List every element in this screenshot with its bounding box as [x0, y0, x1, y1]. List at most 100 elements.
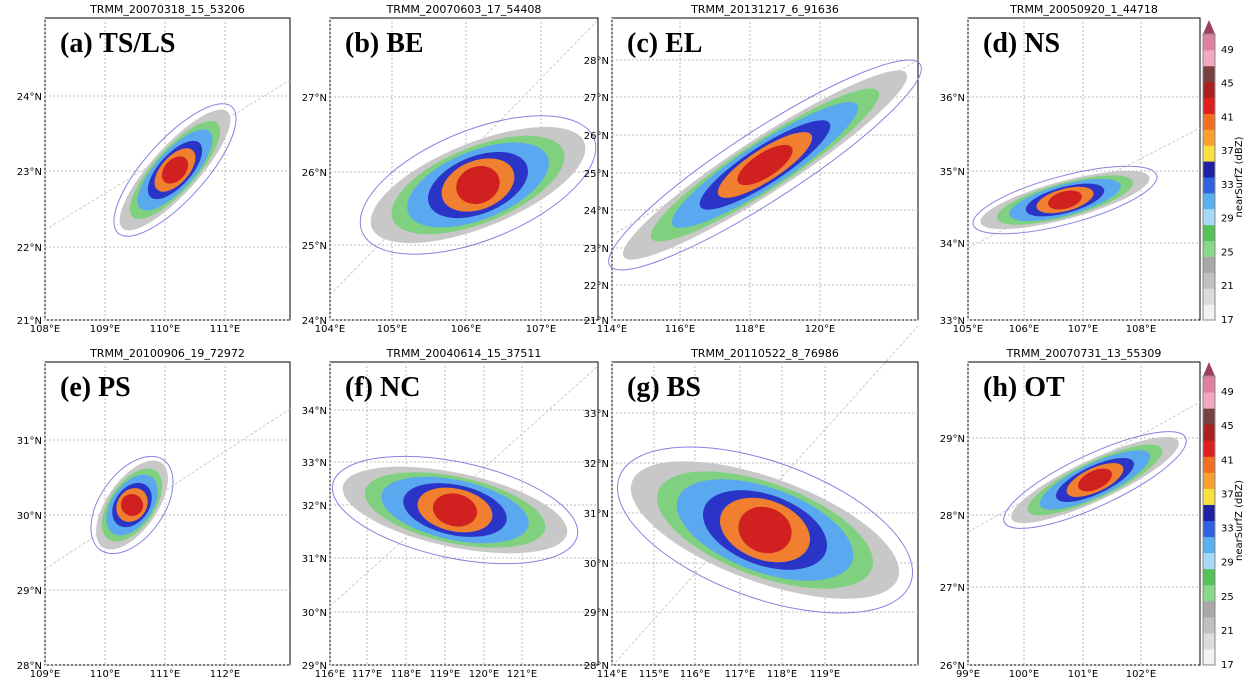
- x-tick-label: 117°E: [352, 669, 382, 680]
- fit-ellipse: [1003, 431, 1187, 529]
- y-tick-label: 24°N: [302, 316, 327, 327]
- x-tick-label: 106°E: [1009, 324, 1039, 335]
- y-tick-label: 33°N: [302, 458, 327, 469]
- panel-title: TRMM_20131217_6_91636: [690, 3, 839, 16]
- colorbar-frame: [1202, 33, 1216, 321]
- swath-edge: [44, 408, 291, 570]
- colorbar-tick-label: 25: [1221, 247, 1234, 258]
- x-tick-label: 118°E: [391, 669, 421, 680]
- x-tick-label: 101°E: [1068, 669, 1098, 680]
- colorbar-tick-label: 49: [1221, 45, 1234, 56]
- y-tick-label: 22°N: [584, 281, 609, 292]
- colorbar-tick-label: 49: [1221, 387, 1234, 398]
- y-tick-label: 34°N: [940, 239, 965, 250]
- fit-ellipse: [359, 115, 597, 255]
- colorbar-tick-label: 37: [1221, 489, 1234, 500]
- colorbar-bin: [1203, 49, 1215, 67]
- colorbar-tick-label: 21: [1221, 626, 1234, 637]
- colorbar-tick-label: 21: [1221, 281, 1234, 292]
- panel-title: TRMM_20100906_19_72972: [89, 347, 245, 360]
- y-tick-label: 27°N: [584, 93, 609, 104]
- colorbar-bin: [1203, 472, 1215, 489]
- y-tick-label: 29°N: [302, 661, 327, 672]
- y-tick-label: 30°N: [584, 559, 609, 570]
- panel-label: (d) NS: [983, 28, 1060, 59]
- colorbar-bin: [1203, 161, 1215, 178]
- x-tick-label: 116°E: [315, 669, 345, 680]
- y-tick-label: 25°N: [584, 169, 609, 180]
- panel-label: (f) NC: [345, 372, 420, 403]
- colorbar-tick-label: 29: [1221, 214, 1234, 225]
- y-tick-label: 31°N: [584, 509, 609, 520]
- y-tick-label: 28°N: [940, 511, 965, 522]
- fit-ellipse: [608, 59, 922, 271]
- echo-area: [737, 144, 793, 186]
- y-tick-label: 23°N: [17, 167, 42, 178]
- colorbar-label: nearSurfZ (dBZ): [1234, 136, 1245, 217]
- swath-edge: [611, 325, 919, 667]
- map-panel: 105°E 106°E 107°E 108°E 33°N 34°N 35°N 36°N TRMM…: [940, 3, 1201, 335]
- x-tick-label: 110°E: [150, 324, 180, 335]
- x-tick-label: 118°E: [767, 669, 797, 680]
- y-tick-label: 22°N: [17, 243, 42, 254]
- colorbar-tick-label: 29: [1221, 558, 1234, 569]
- y-tick-label: 27°N: [940, 583, 965, 594]
- colorbar-bin: [1203, 304, 1215, 321]
- y-tick-label: 34°N: [302, 406, 327, 417]
- colorbar-tick-label: 45: [1221, 79, 1234, 90]
- colorbar-frame: [1202, 375, 1216, 666]
- panel-label: (h) OT: [983, 372, 1065, 403]
- colorbar-bin: [1203, 616, 1215, 634]
- colorbar-bin: [1203, 488, 1215, 505]
- colorbar-bin: [1203, 145, 1215, 162]
- colorbar-tick-label: 45: [1221, 421, 1234, 432]
- panel-label: (a) TS/LS: [60, 28, 175, 59]
- colorbar: 17 21 25 29 33 37 41 45 49 nearSurfZ (dBZ): [1202, 20, 1245, 326]
- colorbar-bin: [1203, 81, 1215, 99]
- x-tick-label: 107°E: [1068, 324, 1098, 335]
- y-tick-label: 30°N: [17, 511, 42, 522]
- map-frame: [44, 361, 291, 666]
- colorbar-bin: [1203, 129, 1215, 146]
- x-tick-label: 110°E: [90, 669, 120, 680]
- y-tick-label: 26°N: [940, 661, 965, 672]
- map-frame: [967, 17, 1201, 321]
- y-tick-label: 26°N: [302, 168, 327, 179]
- x-tick-label: 118°E: [735, 324, 765, 335]
- x-tick-label: 112°E: [210, 669, 240, 680]
- x-tick-label: 107°E: [526, 324, 556, 335]
- colorbar-bin: [1203, 632, 1215, 650]
- x-tick-label: 120°E: [805, 324, 835, 335]
- echo-area: [161, 156, 189, 184]
- panel-label: (e) PS: [60, 372, 131, 403]
- map-panel: 116°E 117°E 118°E 119°E 120°E 121°E 29°N 30°N 31…: [302, 347, 599, 680]
- y-tick-label: 27°N: [302, 93, 327, 104]
- echo-area: [120, 493, 144, 517]
- panel-title: TRMM_20110522_8_76986: [690, 347, 839, 360]
- colorbar-bin: [1203, 192, 1215, 210]
- x-tick-label: 115°E: [639, 669, 669, 680]
- panel-title: TRMM_20070603_17_54408: [386, 3, 542, 16]
- colorbar-bin: [1203, 97, 1215, 114]
- panel-label: (b) BE: [345, 28, 424, 59]
- y-tick-label: 23°N: [584, 244, 609, 255]
- y-tick-label: 36°N: [940, 93, 965, 104]
- x-tick-label: 109°E: [30, 669, 60, 680]
- colorbar-bin: [1203, 536, 1215, 554]
- colorbar-bin: [1203, 408, 1215, 425]
- colorbar-bin: [1203, 504, 1215, 521]
- x-tick-label: 120°E: [469, 669, 499, 680]
- panel-title: TRMM_20070731_13_55309: [1006, 347, 1162, 360]
- map-panel: 114°E 115°E 116°E 117°E 118°E 119°E 28°N 29°N 30…: [584, 325, 919, 680]
- x-tick-label: 111°E: [150, 669, 180, 680]
- colorbar-bin: [1203, 456, 1215, 473]
- x-tick-label: 119°E: [810, 669, 840, 680]
- fit-ellipse: [90, 455, 174, 555]
- echo-area: [1078, 468, 1112, 492]
- x-tick-label: 111°E: [210, 324, 240, 335]
- x-tick-label: 106°E: [451, 324, 481, 335]
- colorbar-bin: [1203, 288, 1215, 305]
- x-tick-label: 108°E: [1126, 324, 1156, 335]
- y-tick-label: 21°N: [17, 316, 42, 327]
